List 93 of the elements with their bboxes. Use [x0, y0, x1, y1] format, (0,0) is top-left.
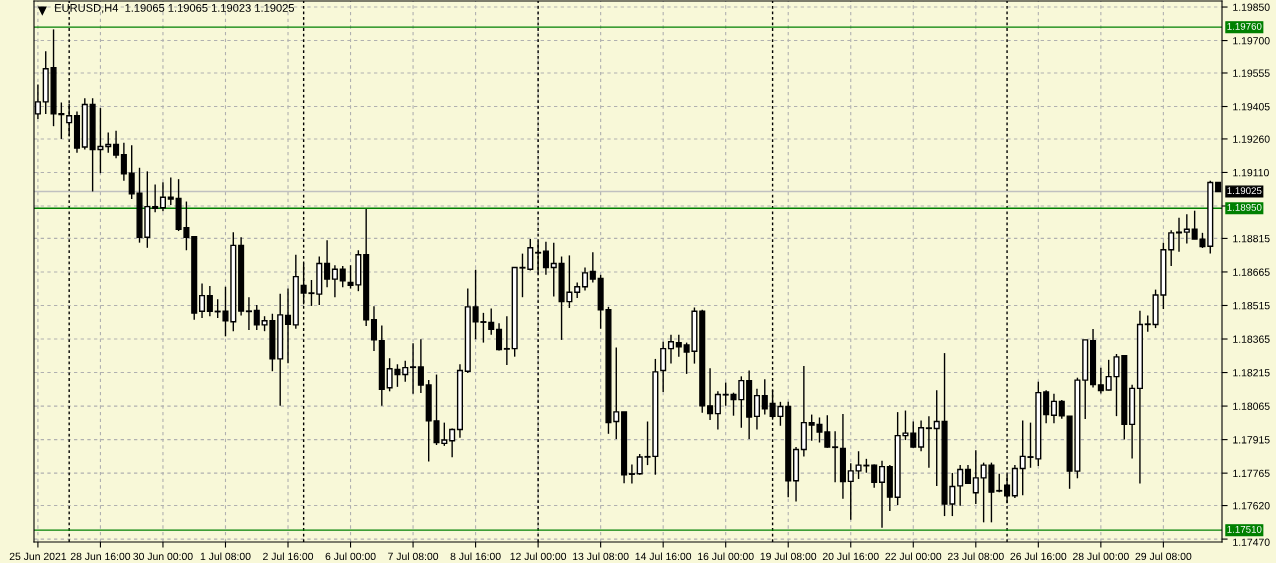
y-tick-label: 1.18815 [1233, 234, 1270, 243]
x-tick-label: 14 Jul 16:00 [635, 552, 692, 561]
candlestick [707, 367, 714, 421]
x-tick-label: 29 Jul 08:00 [1135, 552, 1192, 561]
ref-line-label: 1.17510 [1227, 525, 1262, 533]
y-tick-label: 1.17470 [1233, 538, 1270, 546]
candlestick [871, 463, 878, 489]
y-tick-label: 1.19555 [1233, 69, 1270, 77]
candlestick [675, 334, 682, 358]
candlestick [628, 463, 635, 485]
candlestick [761, 378, 768, 416]
candlestick [660, 341, 667, 393]
candlestick [714, 390, 721, 431]
candlestick [1097, 366, 1104, 395]
candlestick [339, 265, 346, 288]
x-tick-label: 13 Jul 08:00 [573, 552, 629, 561]
x-tick-label: 19 Jul 08:00 [760, 552, 817, 561]
candlestick [1175, 217, 1183, 253]
y-tick-label: 1.17915 [1233, 436, 1270, 444]
candlestick [284, 287, 292, 364]
y-tick-label: 1.19700 [1233, 37, 1270, 45]
x-tick-label: 25 Jun 2021 [9, 552, 67, 561]
y-tick-label: 1.19850 [1233, 3, 1270, 11]
candlestick [1168, 229, 1175, 267]
chart-title: EURUSD,H4 1.19065 1.19065 1.19023 1.19025 [55, 4, 295, 14]
x-tick-label: 26 Jul 16:00 [1010, 552, 1067, 561]
candlestick [933, 389, 940, 487]
candlestick [253, 304, 260, 331]
candlestick [581, 266, 589, 292]
ref-line-label: 1.19025 [1227, 187, 1262, 195]
candlestick [113, 129, 120, 159]
x-tick-label: 22 Jul 00:00 [885, 552, 942, 561]
ref-line-label: 1.19760 [1227, 22, 1262, 30]
y-tick-label: 1.19110 [1233, 168, 1269, 177]
candlestick [152, 183, 159, 213]
candlestick [878, 460, 886, 529]
candlestick [331, 264, 338, 298]
candlestick [402, 360, 409, 383]
x-tick-label: 28 Jul 00:00 [1073, 552, 1129, 561]
candlestick [410, 342, 417, 395]
candlestick [503, 315, 510, 366]
candlestick [667, 334, 675, 365]
candlestick [550, 241, 557, 298]
y-tick-label: 1.18065 [1233, 402, 1270, 410]
candlestick [847, 462, 854, 521]
y-tick-label: 1.19405 [1233, 103, 1270, 111]
candlestick [198, 282, 206, 319]
candlestick [832, 430, 839, 484]
candlestick [957, 464, 964, 507]
candlestick [417, 338, 424, 394]
candlestick [120, 142, 127, 182]
y-tick-label: 1.18365 [1233, 335, 1270, 343]
x-tick-label: 23 Jul 08:00 [947, 552, 1004, 561]
y-tick-label: 1.18515 [1233, 301, 1270, 310]
candlestick [167, 176, 174, 206]
x-tick-label: 12 Jul 00:00 [510, 552, 567, 561]
candlestick [753, 387, 761, 431]
x-tick-label: 2 Jul 16:00 [263, 552, 314, 561]
candlestick [324, 239, 331, 288]
y-tick-label: 1.17620 [1233, 502, 1270, 510]
y-tick-label: 1.18215 [1233, 369, 1270, 377]
ref-line-label: 1.18950 [1227, 203, 1262, 211]
x-tick-label: 1 Jul 08:00 [200, 552, 251, 561]
candlestick [488, 307, 495, 336]
candlestick [206, 285, 213, 317]
candlestick [1043, 389, 1050, 424]
x-tick-label: 16 Jul 00:00 [698, 552, 754, 561]
candlestick [589, 251, 596, 284]
x-tick-label: 6 Jul 00:00 [325, 552, 376, 561]
x-tick-label: 8 Jul 16:00 [450, 552, 501, 561]
candlestick [105, 131, 112, 154]
candlestick [925, 415, 932, 469]
candlestick [245, 296, 252, 331]
candlestick [636, 453, 643, 476]
candlestick [910, 420, 917, 449]
candlestick [495, 322, 503, 352]
candlestick [1050, 393, 1058, 424]
candlestick [542, 241, 549, 276]
x-tick-label: 20 Jul 16:00 [822, 552, 879, 561]
candlestick [159, 181, 167, 213]
y-tick-label: 1.17765 [1233, 469, 1270, 478]
candlestick [613, 346, 620, 440]
y-tick-label: 1.19260 [1233, 135, 1270, 143]
candlestick [370, 305, 378, 352]
candlestick [918, 419, 925, 452]
candlestick [1058, 399, 1065, 420]
x-tick-label: 28 Jun 16:00 [70, 552, 131, 561]
x-tick-label: 30 Jun 00:00 [133, 552, 193, 561]
y-tick-label: 1.18665 [1233, 268, 1270, 276]
candlestick [1183, 213, 1190, 245]
candlestick [449, 427, 456, 458]
x-tick-label: 7 Jul 08:00 [388, 552, 439, 561]
candlestick [972, 449, 979, 505]
